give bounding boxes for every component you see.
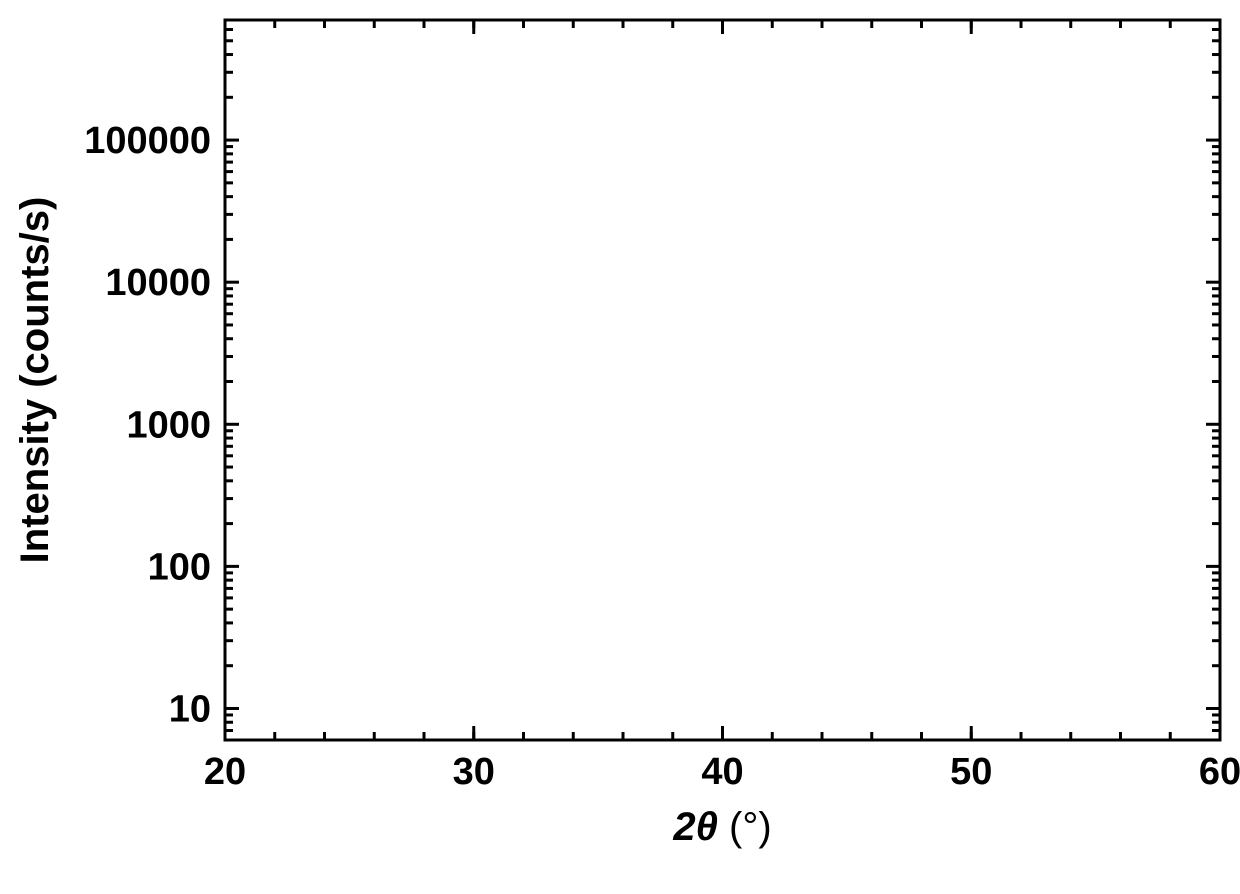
y-axis-label: Intensity (counts/s) [13, 197, 57, 564]
x-tick-label: 50 [950, 751, 992, 793]
x-tick-label: 20 [204, 751, 246, 793]
xrd-chart: 20 30 40 50 60 10 100 1000 10000 100000 2θ (°) Inte… [0, 0, 1240, 894]
chart-svg: 20 30 40 50 60 10 100 1000 10000 100000 2θ (°) Inte… [0, 0, 1240, 894]
y-tick-label: 1000 [126, 404, 211, 446]
axes-layer [225, 20, 1220, 740]
y-tick-label: 100000 [84, 120, 211, 162]
x-tick-label: 30 [453, 751, 495, 793]
x-tick-label: 40 [701, 751, 743, 793]
x-tick-label: 60 [1199, 751, 1240, 793]
y-tick-label: 10000 [105, 262, 211, 304]
y-tick-label: 10 [169, 688, 211, 730]
x-axis-label: 2θ (°) [672, 805, 771, 849]
y-tick-label: 100 [148, 546, 211, 588]
